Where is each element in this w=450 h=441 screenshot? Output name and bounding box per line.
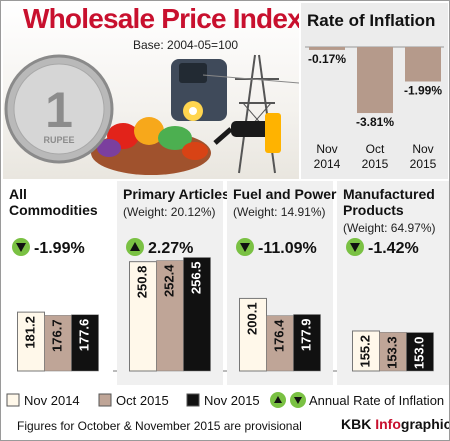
index-bar [71, 314, 99, 372]
legend-swatch [6, 393, 20, 407]
arrow-down-icon [240, 243, 250, 252]
inflation-category-label: Oct [366, 142, 385, 156]
base-year: Base: 2004-05=100 [133, 38, 239, 52]
panel-title: Commodities [9, 202, 98, 218]
index-bar [293, 314, 321, 372]
index-bar-label: 252.4 [161, 264, 176, 297]
index-bar-label: 181.2 [22, 316, 37, 349]
inflation-bar [405, 47, 441, 82]
orange-icon [134, 117, 164, 145]
panel-title: Fuel and Power [233, 186, 337, 202]
arrow-up-icon [130, 242, 140, 251]
index-bar [379, 332, 407, 372]
panel-title: All [9, 186, 27, 202]
inflation-category-label: Nov [316, 142, 337, 156]
inflation-bar [357, 47, 393, 114]
panel-title: Primary Articles [123, 186, 230, 202]
panel-inflation-value: -11.09% [258, 240, 317, 257]
credit-prefix: KBK [341, 416, 376, 432]
index-bar-label: 153.3 [384, 336, 399, 369]
legend-label: Nov 2015 [204, 393, 260, 408]
hero-panel: 1 RUPEE Wholesale Price Index Base: 2004… [3, 3, 299, 179]
footnote: Figures for October & November 2015 are … [17, 419, 302, 433]
legend-arrow-down-glyph [294, 397, 302, 404]
index-bar-label: 177.6 [76, 319, 91, 352]
index-bar-label: 176.4 [271, 319, 286, 352]
inflation-chart: Rate of Inflation -0.17% Nov 2014 -3.81% Oct… [301, 3, 448, 179]
index-bar [17, 311, 45, 372]
inflation-category-label: 2015 [362, 157, 389, 171]
coin-legend: RUPEE [43, 135, 74, 145]
inflation-category-label: Nov [412, 142, 433, 156]
panel-weight: (Weight: 64.97%) [343, 221, 436, 235]
arrow-down-icon [16, 243, 26, 252]
coin-denomination: 1 [45, 82, 73, 138]
index-bar [266, 315, 294, 372]
index-bar-label: 256.5 [188, 262, 203, 295]
inflation-bar-label: -3.81% [356, 115, 394, 129]
panel-inflation-value: 2.27% [148, 240, 193, 257]
legend-arrow-up-glyph [274, 396, 282, 403]
pepper-icon [182, 142, 208, 160]
panel-inflation-value: -1.99% [34, 240, 85, 257]
index-bar-label: 153.0 [411, 337, 426, 370]
panel-weight: (Weight: 14.91%) [233, 205, 326, 219]
panel-title: Manufactured [343, 186, 435, 202]
inflation-category-label: 2015 [410, 157, 437, 171]
spark-core-icon [189, 107, 197, 115]
index-bar [183, 257, 211, 372]
legend-arrow-label: Annual Rate of Inflation [309, 393, 444, 408]
credit-brand: Info [375, 416, 401, 432]
index-bar [406, 332, 434, 372]
index-bar-label: 250.8 [134, 266, 149, 299]
index-bar-label: 155.2 [357, 335, 372, 368]
index-bar-label: 177.9 [298, 319, 313, 352]
fuel-nozzle-icon [213, 113, 281, 153]
index-bar [156, 260, 184, 372]
page-title: Wholesale Price Index [23, 3, 299, 34]
panel-title: Products [343, 202, 404, 218]
index-bar-label: 200.1 [244, 302, 259, 335]
rupee-coin-icon: 1 RUPEE [4, 54, 114, 164]
inflation-bar-label: -0.17% [308, 52, 346, 66]
inflation-bar [309, 47, 345, 50]
hero-illustration: 1 RUPEE [4, 54, 299, 175]
inflation-category-label: 2014 [314, 157, 341, 171]
legend-label: Oct 2015 [116, 393, 169, 408]
welding-mask-icon [179, 63, 207, 83]
index-bar [239, 297, 267, 372]
index-bar [44, 315, 72, 372]
panel-weight: (Weight: 20.12%) [123, 205, 216, 219]
eggplant-icon [97, 139, 121, 157]
credit-suffix: graphics [400, 416, 449, 432]
legend-swatch [98, 393, 112, 407]
panel-inflation-value: -1.42% [368, 240, 419, 257]
index-bar-label: 176.7 [49, 319, 64, 352]
arrow-down-icon [350, 243, 360, 252]
legend-label: Nov 2014 [24, 393, 80, 408]
cabbage-icon [158, 126, 192, 150]
index-bar [129, 261, 157, 372]
inflation-bar-label: -1.99% [404, 83, 442, 97]
inflation-chart-title: Rate of Inflation [307, 11, 436, 30]
legend-swatch [186, 393, 200, 407]
credit: KBK Infographics [341, 416, 449, 432]
